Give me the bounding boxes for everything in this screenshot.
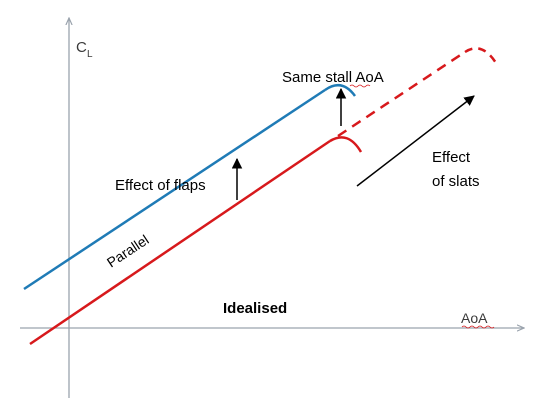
slats-curve-dashed-line — [337, 50, 466, 138]
y-axis-label: C — [76, 39, 87, 56]
y-axis-label-subscript: L — [87, 49, 93, 60]
same-stall-label: Same stall AoA — [282, 69, 384, 86]
base-curve-line — [29, 139, 331, 346]
parallel-label: Parallel — [104, 231, 152, 270]
base-curve-stall-hook — [329, 136, 363, 153]
x-axis-label-squiggle — [461, 325, 495, 329]
flaps-curve-line — [23, 88, 326, 291]
effect-of-slats-label-line2: of slats — [432, 173, 480, 190]
flaps-curve-stall-hook — [324, 83, 357, 97]
slats-arrow — [356, 95, 475, 187]
effect-of-slats-label-line1: Effect — [432, 149, 471, 166]
x-axis-label: AoA — [461, 310, 488, 326]
slats-curve-stall-hook — [464, 47, 498, 64]
same-stall-squiggle — [349, 84, 371, 88]
effect-of-flaps-label: Effect of flaps — [115, 177, 206, 194]
idealised-label: Idealised — [223, 300, 287, 317]
